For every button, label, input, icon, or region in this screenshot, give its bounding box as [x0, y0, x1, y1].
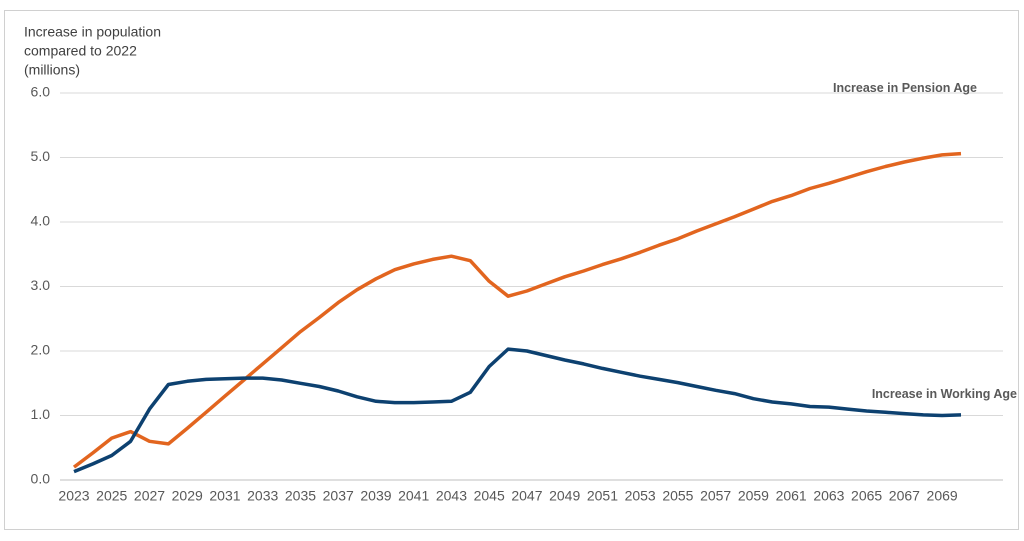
- y-tick-label: 5.0: [31, 148, 51, 164]
- chart-frame: [4, 10, 1019, 530]
- x-tick-label: 2029: [172, 488, 203, 504]
- x-tick-label: 2063: [813, 488, 844, 504]
- x-tick-label: 2055: [662, 488, 693, 504]
- x-tick-label: 2043: [436, 488, 467, 504]
- line-series: [72, 151, 962, 469]
- x-tick-label: 2041: [398, 488, 429, 504]
- y-tick-label: 0.0: [31, 471, 51, 487]
- x-tick-label: 2047: [511, 488, 542, 504]
- x-tick-label: 2035: [285, 488, 316, 504]
- y-tick-label: 2.0: [31, 342, 51, 358]
- y-tick-label: 1.0: [31, 406, 51, 422]
- y-axis-label: (millions): [24, 62, 80, 78]
- series-label: Increase in Pension Age: [833, 81, 977, 95]
- x-tick-label: 2027: [134, 488, 165, 504]
- x-tick-label: 2037: [323, 488, 354, 504]
- x-tick-label: 2025: [96, 488, 127, 504]
- x-tick-label: 2067: [889, 488, 920, 504]
- x-tick-label: 2057: [700, 488, 731, 504]
- y-tick-label: 3.0: [31, 277, 51, 293]
- y-axis-label: Increase in population: [24, 24, 161, 40]
- x-tick-label: 2061: [776, 488, 807, 504]
- x-tick-label: 2059: [738, 488, 769, 504]
- line-series: [73, 347, 962, 474]
- x-tick-label: 2049: [549, 488, 580, 504]
- x-tick-label: 2051: [587, 488, 618, 504]
- x-tick-label: 2065: [851, 488, 882, 504]
- x-tick-label: 2031: [209, 488, 240, 504]
- x-tick-label: 2039: [360, 488, 391, 504]
- x-tick-label: 2069: [927, 488, 958, 504]
- x-tick-label: 2045: [474, 488, 505, 504]
- y-axis-label: compared to 2022: [24, 43, 137, 59]
- x-tick-label: 2023: [58, 488, 89, 504]
- x-tick-label: 2033: [247, 488, 278, 504]
- y-tick-label: 6.0: [31, 84, 51, 100]
- series-label: Increase in Working Age: [872, 387, 1017, 401]
- x-tick-label: 2053: [625, 488, 656, 504]
- y-tick-label: 4.0: [31, 213, 51, 229]
